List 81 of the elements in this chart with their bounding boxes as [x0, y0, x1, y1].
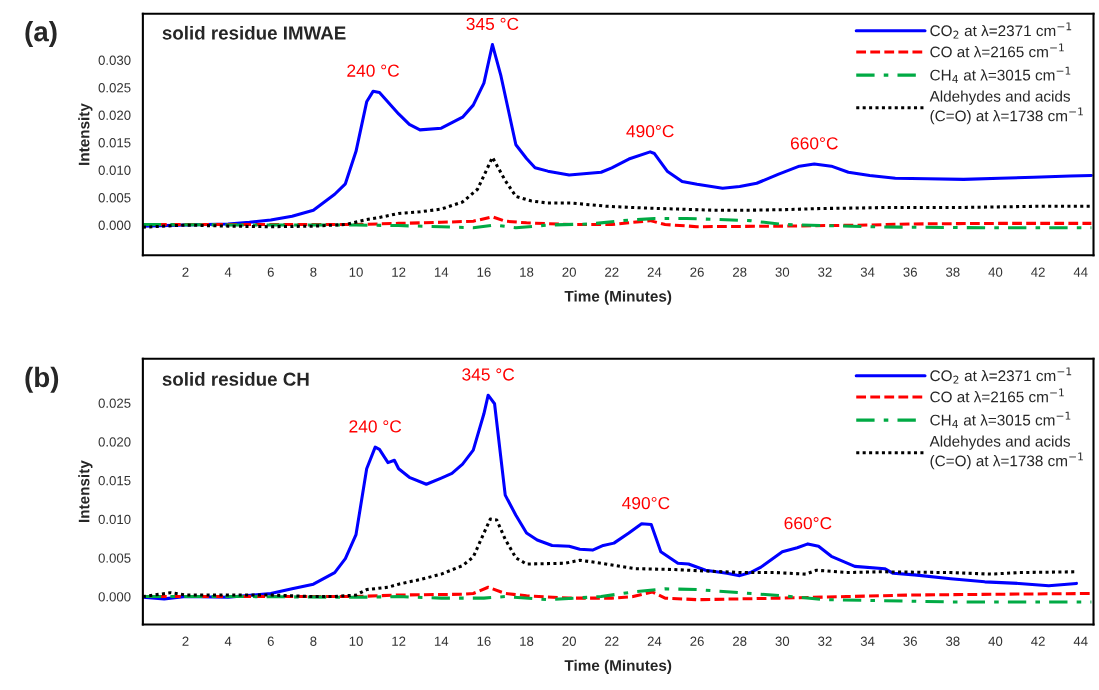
- x-tick-label: 28: [733, 267, 747, 277]
- x-tick-label: 36: [903, 267, 917, 277]
- x-tick-label: 34: [860, 267, 875, 277]
- legend-label: CO$_{2}$ at λ=2371 cm$^{−1}$: [930, 367, 1072, 384]
- x-tick-label: 32: [818, 267, 832, 277]
- x-tick-label: 32: [818, 636, 832, 646]
- annotation: 240 °C: [347, 64, 400, 77]
- y-axis-title: Intensity: [78, 103, 93, 165]
- legend-label: CH$_{4}$ at λ=3015 cm$^{−1}$: [930, 411, 1071, 428]
- x-tick-label: 16: [477, 636, 491, 646]
- x-tick-label: 8: [310, 267, 317, 277]
- annotation: 240 °C: [349, 420, 402, 433]
- y-tick-label: 0.005: [98, 553, 131, 563]
- x-tick-label: 10: [349, 636, 363, 646]
- x-tick-label: 18: [520, 636, 534, 646]
- legend-label: CH$_{4}$ at λ=3015 cm$^{−1}$: [930, 66, 1071, 83]
- annotation: 345 °C: [462, 368, 515, 381]
- x-tick-label: 24: [647, 267, 662, 277]
- x-tick-label: 16: [477, 267, 491, 277]
- y-tick-label: 0.010: [98, 514, 131, 525]
- x-tick-label: 42: [1031, 636, 1045, 646]
- legend-label: CO$_{2}$ at λ=2371 cm$^{−1}$: [930, 22, 1072, 39]
- text: (a): [25, 21, 57, 47]
- x-tick-label: 4: [224, 636, 232, 646]
- x-tick-label: 14: [434, 636, 449, 646]
- x-tick-label: 12: [392, 636, 406, 646]
- y-tick-label: 0.020: [98, 437, 131, 447]
- y-tick-label: 0.025: [98, 83, 131, 93]
- x-tick-label: 10: [349, 267, 363, 277]
- x-tick-label: 6: [267, 636, 274, 646]
- x-tick-label: 36: [903, 636, 917, 646]
- x-tick-label: 8: [310, 636, 317, 646]
- legend-label: Aldehydes and acids (C=O) at λ=1738 cm$^{−1}$: [929, 90, 1083, 125]
- y-tick-label: 0.005: [98, 193, 131, 203]
- annotation: 660°C: [790, 137, 838, 150]
- annotation: 490°C: [626, 125, 674, 138]
- legend-label: Aldehydes and acids (C=O) at λ=1738 cm$^{−1}$: [929, 435, 1083, 470]
- y-tick-label: 0.015: [98, 475, 131, 486]
- x-tick-label: 40: [988, 636, 1003, 646]
- annotation: 345 °C: [466, 17, 519, 31]
- y-tick-label: 0.010: [98, 165, 131, 175]
- x-tick-label: 38: [945, 636, 960, 646]
- x-tick-label: 42: [1031, 267, 1045, 277]
- x-tick-label: 26: [690, 636, 704, 646]
- x-axis-title: Time (Minutes): [564, 290, 672, 305]
- y-tick-label: 0.025: [98, 398, 131, 408]
- text: solid residue IMWAE: [162, 25, 346, 40]
- legend-label: CO at λ=2165 cm$^{−1}$: [930, 43, 1064, 58]
- x-tick-label: 30: [775, 267, 790, 277]
- x-tick-label: 12: [392, 267, 406, 277]
- y-tick-label: 0.030: [98, 55, 131, 65]
- x-tick-label: 2: [182, 267, 189, 277]
- x-tick-label: 22: [605, 636, 619, 646]
- x-tick-label: 20: [562, 267, 576, 277]
- y-tick-label: 0.020: [98, 110, 131, 120]
- legend-label: CO at λ=2165 cm$^{−1}$: [930, 388, 1064, 403]
- x-tick-label: 44: [1073, 636, 1088, 646]
- x-tick-label: 38: [945, 267, 960, 277]
- x-tick-label: 24: [647, 636, 662, 646]
- y-tick-label: 0.000: [98, 592, 131, 602]
- x-tick-label: 2: [182, 636, 189, 646]
- x-axis-title: Time (Minutes): [564, 659, 672, 674]
- x-tick-label: 26: [690, 267, 704, 277]
- x-tick-label: 30: [775, 636, 790, 646]
- x-tick-label: 14: [434, 267, 449, 277]
- x-tick-label: 18: [520, 267, 534, 277]
- text: solid residue CH: [162, 372, 309, 386]
- x-tick-label: 6: [267, 267, 274, 277]
- y-tick-label: 0.015: [98, 138, 131, 148]
- y-tick-label: 0.000: [98, 220, 131, 230]
- y-axis-title: Intensity: [78, 460, 93, 523]
- x-tick-label: 34: [860, 636, 875, 646]
- x-tick-label: 28: [733, 636, 747, 646]
- annotation: 660°C: [784, 517, 832, 530]
- x-tick-label: 20: [562, 636, 576, 646]
- x-tick-label: 4: [224, 267, 232, 277]
- x-tick-label: 40: [988, 267, 1003, 277]
- text: (b): [25, 366, 59, 393]
- x-tick-label: 22: [605, 267, 619, 277]
- annotation: 490°C: [622, 496, 670, 510]
- x-tick-label: 44: [1073, 267, 1088, 277]
